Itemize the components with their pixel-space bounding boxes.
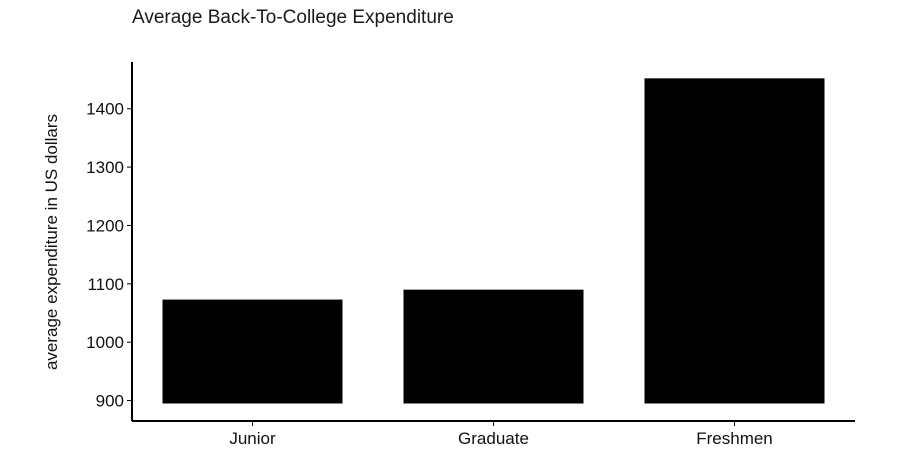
y-tick-label: 900 [96,392,124,411]
bar-freshmen [644,78,825,404]
y-axis-ticks: 900 1000 1100 1200 1300 1400 [86,100,132,411]
bar-junior [162,299,343,404]
x-axis-ticks: Junior Graduate Freshmen [229,421,773,448]
y-tick-label: 1200 [86,216,124,235]
y-tick-label: 1100 [87,275,124,294]
bar-graduate [403,289,584,404]
y-tick-label: 1300 [86,158,124,177]
x-tick-label: Graduate [458,429,529,448]
x-tick-label: Freshmen [696,429,773,448]
x-tick-label: Junior [229,429,276,448]
y-tick-label: 1400 [86,100,124,119]
bars-group [162,78,825,404]
chart-title: Average Back-To-College Expenditure [132,7,454,28]
y-tick-label: 1000 [86,333,124,352]
y-axis-title: average expenditure in US dollars [42,114,61,370]
